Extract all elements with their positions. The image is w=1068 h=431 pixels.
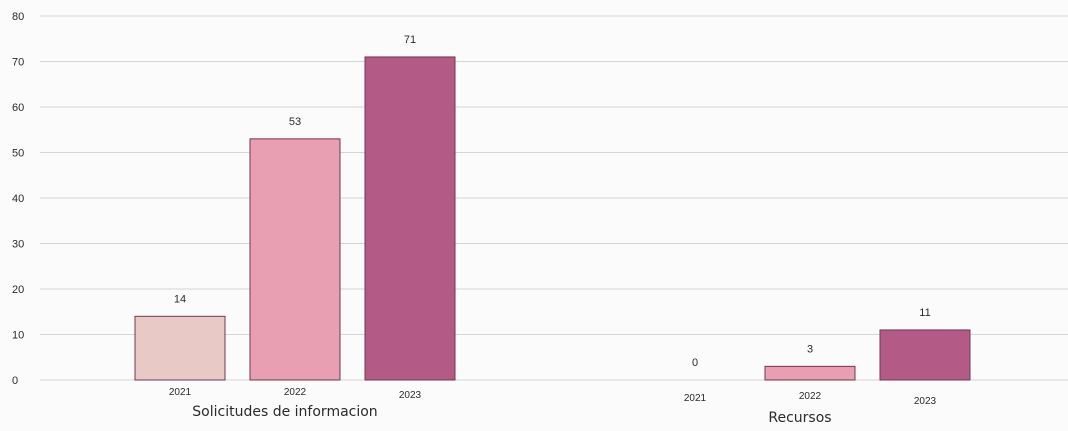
- x-tick-label: 2023: [914, 396, 937, 407]
- x-axis: 2021 2022 2023 2021 2022 2023: [169, 387, 937, 407]
- data-label: 0: [692, 357, 698, 369]
- group-labels: Solicitudes de informacion Recursos: [192, 404, 831, 426]
- data-labels: 14 53 71 0 3 11: [174, 34, 931, 369]
- data-label: 71: [404, 34, 416, 46]
- y-tick-label: 80: [12, 11, 24, 23]
- data-label: 3: [807, 343, 813, 355]
- x-tick-label: 2023: [399, 390, 422, 401]
- bar-1-2023: [879, 329, 971, 381]
- y-tick-label: 30: [12, 239, 24, 251]
- y-tick-label: 10: [12, 330, 24, 342]
- y-tick-label: 50: [12, 148, 24, 160]
- y-tick-label: 20: [12, 284, 24, 296]
- x-tick-label: 2022: [799, 391, 822, 402]
- x-tick-label: 2021: [169, 387, 192, 398]
- x-tick-label: 2022: [284, 387, 307, 398]
- y-tick-label: 60: [12, 102, 24, 114]
- x-tick-label: 2021: [684, 393, 707, 404]
- y-tick-label: 70: [12, 57, 24, 69]
- data-label: 53: [289, 116, 301, 128]
- y-tick-label: 40: [12, 193, 24, 205]
- group-label: Recursos: [768, 410, 831, 426]
- y-axis: 0 10 20 30 40 50 60 70 80: [12, 11, 24, 387]
- bar-1-2022: [764, 365, 856, 381]
- data-label: 14: [174, 293, 186, 305]
- y-tick-label: 0: [12, 375, 18, 387]
- bar-0-2023: [364, 56, 456, 381]
- data-label: 11: [919, 307, 930, 319]
- bar-0-2022: [249, 138, 341, 381]
- bars: [134, 56, 971, 381]
- group-label: Solicitudes de informacion: [192, 404, 377, 420]
- bar-0-2021: [134, 315, 226, 381]
